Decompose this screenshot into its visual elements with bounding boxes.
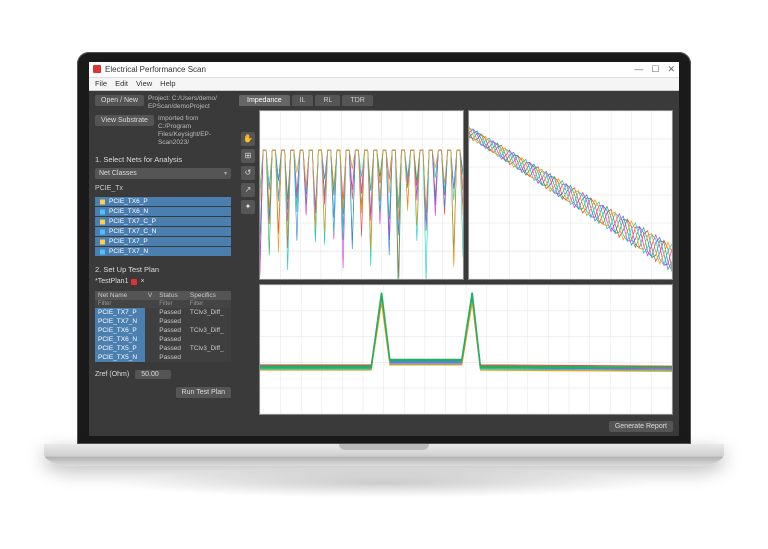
table-cell[interactable]: PCIE_TX5_N [95, 353, 145, 362]
filter-cell[interactable]: Filter [187, 300, 231, 308]
net-list: PCIE_TX6_P PCIE_TX6_N PCIE_TX7_C_P PCIE_… [95, 197, 231, 257]
app-body: File Edit View Help Open / New Project: … [89, 78, 679, 436]
tab-il[interactable]: IL [292, 95, 314, 106]
project-path: Project: C:/Users/demo/ EPScan/demoProje… [148, 95, 217, 111]
filter-cell[interactable]: Filter [95, 300, 145, 308]
table-cell: Passed [156, 335, 187, 344]
tab-impedance[interactable]: Impedance [239, 95, 290, 106]
chart-top-left[interactable] [259, 110, 464, 280]
table-cell [187, 335, 231, 344]
menubar: File Edit View Help [89, 78, 679, 91]
table-cell[interactable]: PCIE_TX5_P [95, 344, 145, 353]
zref-label: Zref (Ohm) [95, 371, 129, 378]
reset-tool-icon[interactable]: ↺ [241, 166, 255, 180]
titlebar: Electrical Performance Scan — ☐ ✕ [89, 62, 679, 78]
run-test-plan-button[interactable]: Run Test Plan [176, 387, 231, 398]
cursor-tool-icon[interactable]: ↗ [241, 183, 255, 197]
chart-toolbar: ✋ ⊞ ↺ ↗ ✦ [241, 132, 255, 214]
table-cell: Passed [156, 308, 187, 317]
table-cell[interactable]: PCIE_TX7_N [95, 317, 145, 326]
close-tab-icon[interactable]: × [140, 278, 144, 285]
net-item[interactable]: PCIE_TX7_C_P [95, 217, 231, 226]
close-button[interactable]: ✕ [667, 64, 675, 75]
col-status[interactable]: Status [156, 291, 187, 300]
sidebar: Open / New Project: C:/Users/demo/ EPSca… [89, 91, 237, 436]
charts-area: ✋ ⊞ ↺ ↗ ✦ [239, 110, 673, 415]
chevron-down-icon: ▾ [224, 170, 227, 177]
table-cell: TClv3_Diff_ [187, 326, 231, 335]
net-item[interactable]: PCIE_TX7_C_N [95, 227, 231, 236]
content-area: Impedance IL RL TDR ✋ ⊞ ↺ ↗ ✦ [237, 91, 679, 436]
net-item[interactable]: PCIE_TX7_P [95, 237, 231, 246]
screen-bezel: Electrical Performance Scan — ☐ ✕ File E… [77, 52, 691, 444]
testplan-table: Net Name V Status Specifics Filter Filte… [95, 291, 231, 362]
maximize-button[interactable]: ☐ [651, 64, 659, 75]
filter-cell[interactable]: Filter [156, 300, 187, 308]
minimize-button[interactable]: — [634, 64, 643, 75]
table-cell: TClv3_Diff_ [187, 344, 231, 353]
zoom-tool-icon[interactable]: ⊞ [241, 149, 255, 163]
testplan-tab[interactable]: *TestPlan1 × [95, 278, 231, 285]
tab-tdr[interactable]: TDR [342, 95, 372, 106]
generate-report-button[interactable]: Generate Report [609, 421, 673, 432]
window-title: Electrical Performance Scan [105, 65, 206, 74]
net-group-label: PCIE_Tx [95, 185, 231, 192]
menu-file[interactable]: File [95, 79, 107, 88]
table-cell [187, 317, 231, 326]
table-cell: Passed [156, 326, 187, 335]
net-item[interactable]: PCIE_TX6_P [95, 197, 231, 206]
open-new-button[interactable]: Open / New [95, 95, 144, 106]
net-item[interactable]: PCIE_TX6_N [95, 207, 231, 216]
table-cell[interactable]: PCIE_TX7_P [95, 308, 145, 317]
zref-input[interactable]: 50.00 [135, 370, 171, 379]
step2-label: 2. Set Up Test Plan [95, 265, 231, 274]
chart-top-right[interactable] [468, 110, 673, 280]
tab-rl[interactable]: RL [315, 95, 340, 106]
table-cell: Passed [156, 344, 187, 353]
marker-tool-icon[interactable]: ✦ [241, 200, 255, 214]
record-icon [131, 279, 137, 285]
chart-tabs: Impedance IL RL TDR [239, 95, 673, 106]
menu-view[interactable]: View [136, 79, 152, 88]
col-v[interactable]: V [145, 291, 156, 300]
table-cell[interactable]: PCIE_TX6_N [95, 335, 145, 344]
laptop-frame: Electrical Performance Scan — ☐ ✕ File E… [44, 52, 724, 498]
net-item[interactable]: PCIE_TX7_N [95, 247, 231, 256]
table-cell: Passed [156, 353, 187, 362]
menu-edit[interactable]: Edit [115, 79, 128, 88]
view-substrate-button[interactable]: View Substrate [95, 115, 154, 126]
table-cell[interactable]: PCIE_TX6_P [95, 326, 145, 335]
chart-bottom[interactable] [259, 284, 673, 415]
step1-label: 1. Select Nets for Analysis [95, 155, 231, 164]
pan-tool-icon[interactable]: ✋ [241, 132, 255, 146]
menu-help[interactable]: Help [160, 79, 175, 88]
net-classes-dropdown[interactable]: Net Classes ▾ [95, 168, 231, 179]
imported-path: Imported from C:/Program Files/Keysight/… [158, 115, 231, 148]
laptop-shadow [114, 468, 654, 498]
table-cell [187, 353, 231, 362]
col-name[interactable]: Net Name [95, 291, 145, 300]
table-cell: TClv3_Diff_ [187, 308, 231, 317]
laptop-base [44, 444, 724, 466]
app-window: Electrical Performance Scan — ☐ ✕ File E… [89, 62, 679, 436]
col-specifics[interactable]: Specifics [187, 291, 231, 300]
app-icon [93, 65, 101, 73]
table-cell: Passed [156, 317, 187, 326]
